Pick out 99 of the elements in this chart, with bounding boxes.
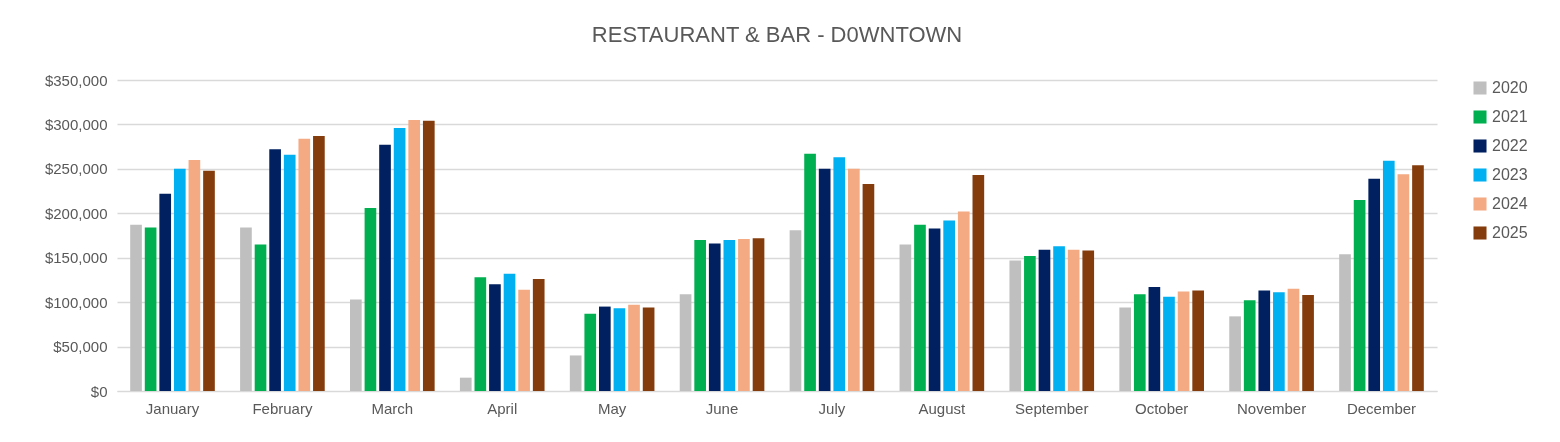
bar (752, 238, 765, 391)
bar (1024, 255, 1036, 391)
bar (584, 313, 597, 391)
bar (914, 224, 926, 391)
legend-label: 2025 (1492, 224, 1528, 241)
bar (1302, 295, 1314, 391)
y-tick-label: $300,000 (44, 115, 108, 133)
x-tick-label: September (1015, 399, 1089, 417)
legend-label: 2021 (1492, 108, 1528, 125)
bar (173, 168, 186, 391)
bar (642, 307, 655, 391)
bar (848, 168, 860, 391)
bar (833, 157, 846, 391)
bar (804, 153, 816, 391)
y-tick-label: $200,000 (44, 204, 108, 222)
bar (159, 193, 172, 391)
chart-title: RESTAURANT & BAR - D0WNTOWN (591, 22, 963, 47)
bar (1082, 250, 1095, 391)
bar (723, 239, 736, 391)
bar (569, 355, 582, 391)
bar (679, 294, 692, 391)
bar (1287, 288, 1300, 391)
x-tick-label: February (252, 399, 313, 417)
x-tick-label: November (1236, 399, 1307, 417)
bar (350, 299, 362, 391)
bar (474, 277, 487, 391)
bar (1053, 246, 1065, 391)
bar (1339, 254, 1351, 391)
x-tick-label: January (145, 399, 200, 417)
bar (203, 170, 215, 391)
bar (130, 224, 142, 391)
x-tick-label: October (1135, 399, 1189, 417)
bar (1038, 249, 1051, 391)
bar (489, 284, 501, 391)
bar (1177, 291, 1190, 391)
legend-label: 2023 (1492, 166, 1528, 183)
legend-label: 2022 (1492, 137, 1528, 154)
bar (818, 168, 831, 391)
bar (972, 175, 985, 391)
bar (408, 119, 421, 391)
bar (899, 244, 912, 391)
x-tick-label: July (818, 399, 846, 417)
bar (1133, 294, 1146, 391)
bar (862, 183, 875, 391)
bar (943, 220, 955, 391)
x-tick-label: June (705, 399, 739, 417)
bar (532, 279, 545, 391)
x-tick-label: March (371, 399, 414, 417)
x-tick-label: December (1346, 399, 1417, 417)
bar (613, 308, 626, 391)
bar (1353, 199, 1366, 391)
bar (1258, 290, 1271, 391)
bar (1229, 316, 1241, 391)
bar (1243, 300, 1256, 391)
bar (144, 227, 157, 391)
bar (1368, 178, 1381, 391)
x-tick-label: May (597, 399, 627, 417)
bar (1163, 296, 1175, 391)
bar (422, 120, 435, 391)
legend-label: 2024 (1492, 195, 1528, 212)
y-tick-label: $350,000 (44, 71, 108, 89)
bar (503, 273, 516, 391)
bar (379, 144, 391, 391)
bar (254, 244, 267, 391)
bar (1148, 287, 1161, 391)
bar (708, 243, 721, 391)
bar (1412, 165, 1424, 391)
bar (459, 377, 472, 391)
y-tick-label: $50,000 (53, 338, 108, 356)
x-tick-label: August (918, 399, 967, 417)
bar (1119, 307, 1132, 391)
legend-label: 2020 (1492, 79, 1528, 96)
y-tick-label: $100,000 (44, 293, 108, 311)
bar (1009, 260, 1022, 391)
bar (1273, 292, 1285, 391)
bar (628, 304, 640, 391)
bar (928, 228, 941, 391)
y-tick-label: $150,000 (44, 249, 108, 267)
bar (240, 227, 252, 391)
bar (957, 211, 970, 391)
bar (789, 230, 802, 391)
bar (188, 159, 201, 391)
y-tick-label: $0 (90, 382, 108, 400)
bar (1067, 249, 1080, 391)
bar (1397, 174, 1410, 391)
bar (1192, 290, 1204, 391)
bar (738, 239, 750, 391)
bar (364, 207, 377, 391)
bar (269, 149, 281, 391)
x-tick-label: April (487, 399, 518, 417)
bar (298, 138, 311, 391)
bar (393, 127, 406, 391)
bar (694, 239, 706, 391)
bar (599, 306, 611, 391)
bar (518, 289, 530, 391)
bar (1382, 160, 1395, 391)
bar (283, 154, 296, 391)
bar (313, 135, 325, 391)
y-tick-label: $250,000 (44, 160, 108, 178)
